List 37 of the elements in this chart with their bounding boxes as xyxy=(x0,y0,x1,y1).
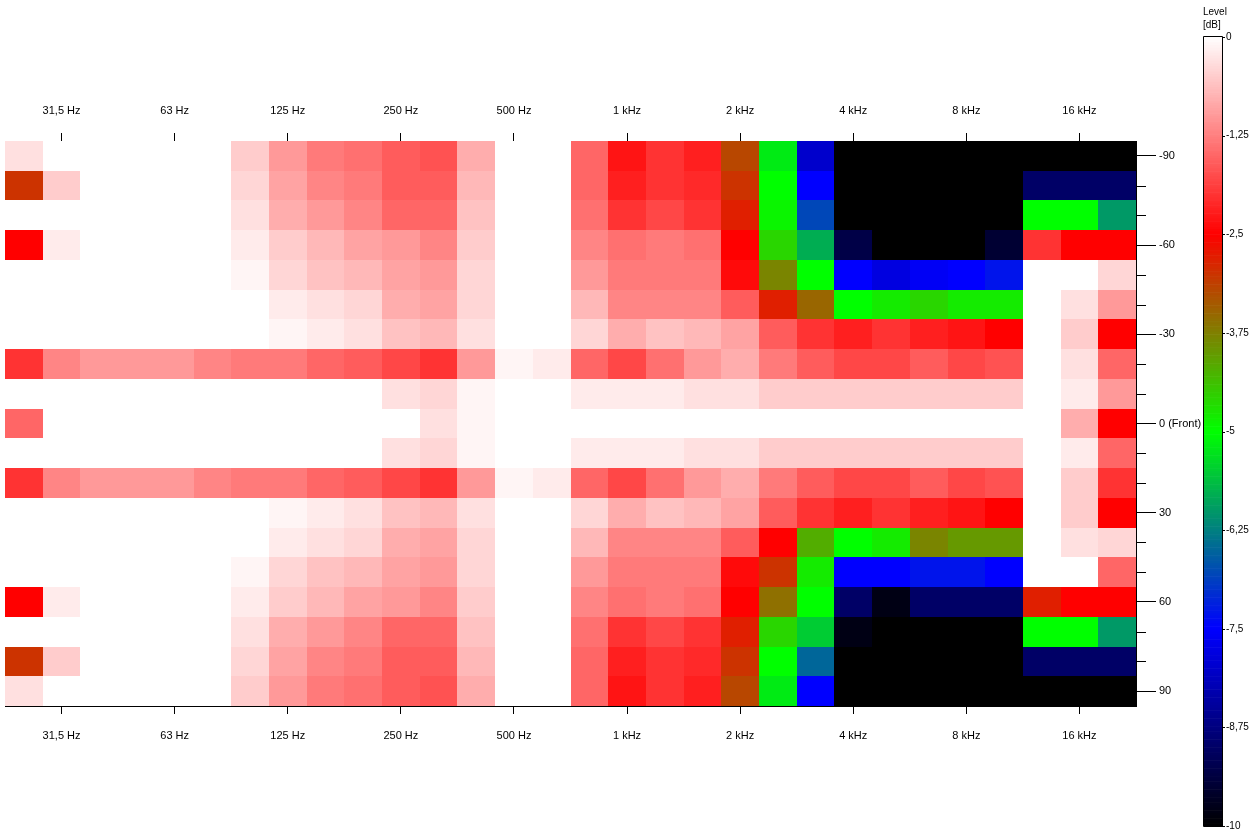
x-tick-label: 250 Hz xyxy=(383,728,419,741)
category-label: 8 kHz xyxy=(952,104,981,117)
x-tick-label: 4 kHz xyxy=(839,728,868,741)
color-bar-label: -1,25 xyxy=(1226,129,1250,141)
category-label: 31,5 Hz xyxy=(42,104,81,117)
x-tick-label: 16 kHz xyxy=(1062,728,1097,741)
color-bar-label: -10 xyxy=(1226,819,1241,831)
x-tick-label: 500 Hz xyxy=(496,728,532,741)
category-label: 4 kHz xyxy=(839,104,868,117)
color-bar-label: -3,75 xyxy=(1226,326,1250,338)
y-tick-label: -60 xyxy=(1159,238,1175,251)
y-tick-label: -90 xyxy=(1159,148,1175,161)
category-label: 63 Hz xyxy=(160,104,190,117)
y-tick-label: 90 xyxy=(1159,684,1172,697)
category-label: 1 kHz xyxy=(612,104,642,117)
color-bar-label: -8,75 xyxy=(1226,721,1250,733)
category-label: 500 Hz xyxy=(496,104,532,117)
y-tick-label: -30 xyxy=(1159,327,1175,340)
x-tick-label: 63 Hz xyxy=(160,728,190,741)
x-tick-label: 8 kHz xyxy=(952,728,981,741)
category-label: 2 kHz xyxy=(726,104,755,117)
y-tick-label: 30 xyxy=(1159,505,1172,518)
y-tick-label: 60 xyxy=(1159,594,1172,607)
y-tick-label: 0 (Front) xyxy=(1159,416,1202,429)
category-label: 16 kHz xyxy=(1062,104,1097,117)
color-bar-label: -6,25 xyxy=(1226,523,1250,535)
color-bar-label: -5 xyxy=(1226,425,1236,437)
x-tick-label: 1 kHz xyxy=(612,728,642,741)
color-bar-title: Level [dB] xyxy=(1203,5,1227,30)
x-tick-label: 125 Hz xyxy=(270,728,306,741)
x-tick-label: 2 kHz xyxy=(726,728,755,741)
category-label: 125 Hz xyxy=(270,104,306,117)
x-tick-label: 31,5 Hz xyxy=(42,728,81,741)
color-bar-label: 0 xyxy=(1226,30,1232,42)
color-bar-label: -2,5 xyxy=(1226,228,1244,239)
color-bar-label: -7,5 xyxy=(1226,622,1244,634)
category-label: 250 Hz xyxy=(383,104,419,117)
